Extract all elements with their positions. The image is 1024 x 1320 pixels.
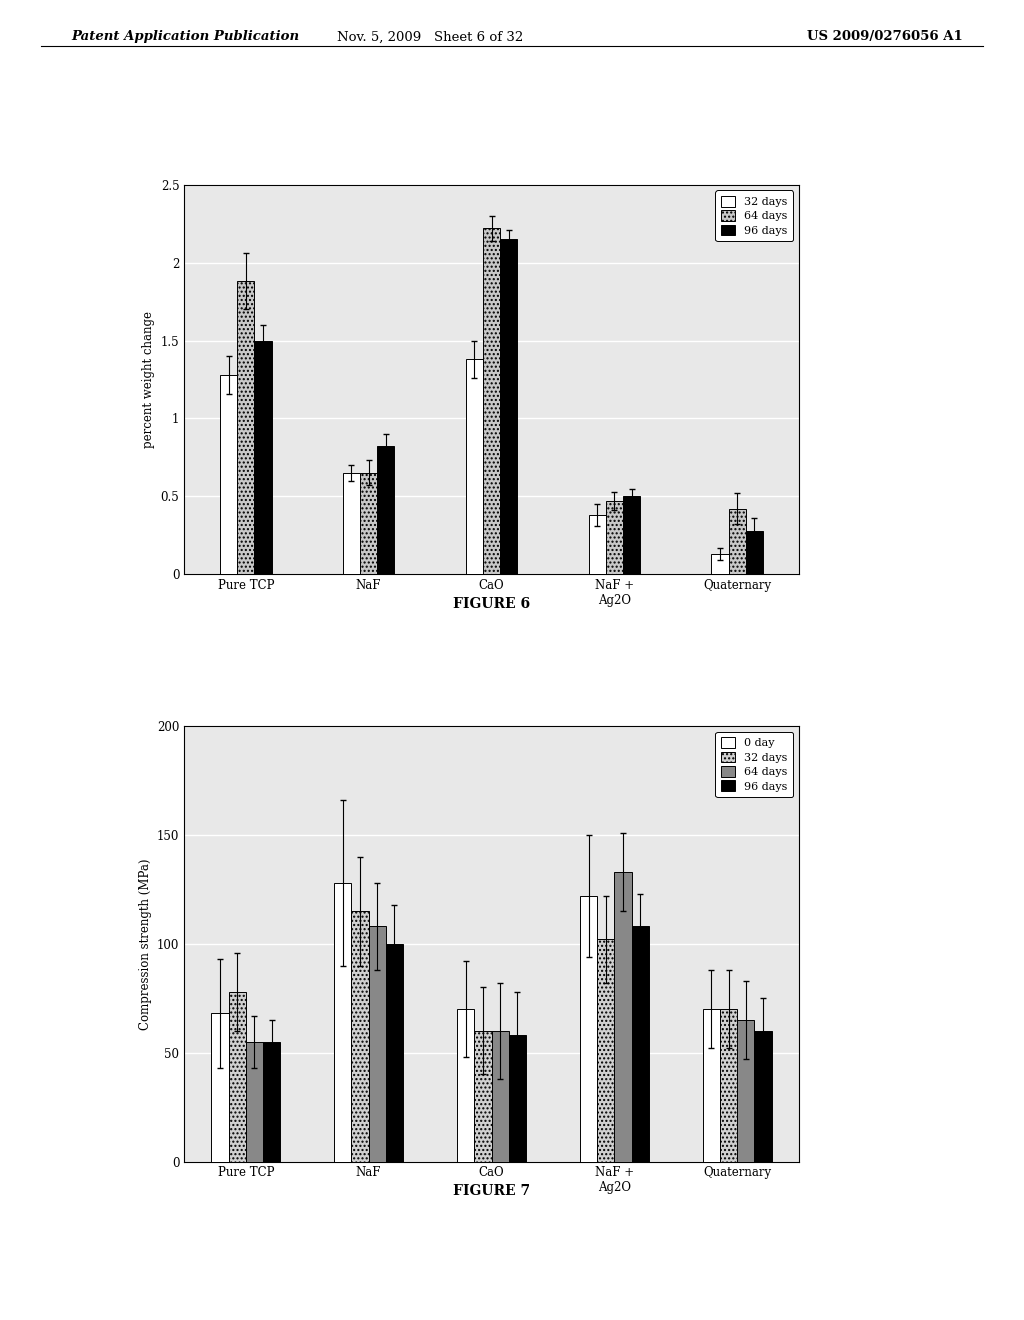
Legend: 32 days, 64 days, 96 days: 32 days, 64 days, 96 days [716,190,794,242]
Bar [755,1031,772,1162]
Bar [632,927,649,1162]
Text: Patent Application Publication: Patent Application Publication [72,30,300,44]
Bar [254,341,271,574]
Bar [589,515,606,574]
Bar [606,502,623,574]
Bar [492,1031,509,1162]
Bar [211,1014,228,1162]
Bar [623,496,640,574]
Bar [509,1035,526,1162]
Bar [457,1008,474,1162]
Bar [360,473,377,574]
Bar [720,1008,737,1162]
Bar [597,940,614,1162]
Bar [263,1041,281,1162]
Text: Nov. 5, 2009   Sheet 6 of 32: Nov. 5, 2009 Sheet 6 of 32 [337,30,523,44]
Bar [729,508,745,574]
Bar [500,239,517,574]
Bar [580,896,597,1162]
Bar [220,375,238,574]
Bar [466,359,483,574]
Bar [483,228,500,574]
Bar [377,446,394,574]
Bar [474,1031,492,1162]
Y-axis label: percent weight change: percent weight change [142,312,156,447]
Bar [334,883,351,1162]
Bar [238,281,254,574]
Bar [712,554,729,574]
Text: FIGURE 6: FIGURE 6 [453,597,530,611]
Bar [386,944,403,1162]
Text: FIGURE 7: FIGURE 7 [453,1184,530,1199]
Bar [745,531,763,574]
Y-axis label: Compression strength (MPa): Compression strength (MPa) [138,858,152,1030]
Bar [702,1008,720,1162]
Bar [614,873,632,1162]
Bar [246,1041,263,1162]
Bar [351,911,369,1162]
Bar [737,1020,755,1162]
Bar [369,927,386,1162]
Text: US 2009/0276056 A1: US 2009/0276056 A1 [807,30,963,44]
Bar [343,473,360,574]
Bar [228,991,246,1162]
Legend: 0 day, 32 days, 64 days, 96 days: 0 day, 32 days, 64 days, 96 days [716,731,794,797]
